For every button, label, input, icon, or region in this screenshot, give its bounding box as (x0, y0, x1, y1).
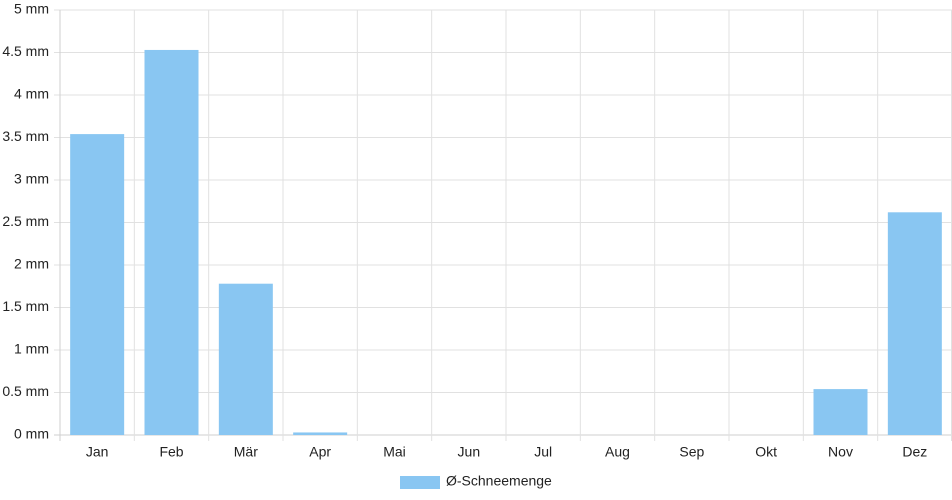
bar (218, 283, 273, 435)
x-tick-label: Jun (458, 444, 481, 460)
x-tick-label: Sep (679, 444, 704, 460)
x-tick-label: Nov (828, 444, 853, 460)
y-tick-label: 2 mm (14, 256, 49, 272)
legend-label: Ø-Schneemenge (446, 473, 552, 489)
x-tick-label: Apr (309, 444, 331, 460)
y-tick-label: 1 mm (14, 341, 49, 357)
y-tick-label: 4 mm (14, 86, 49, 102)
x-tick-label: Feb (159, 444, 183, 460)
legend-swatch (400, 476, 440, 489)
x-tick-label: Aug (605, 444, 630, 460)
y-tick-label: 3 mm (14, 171, 49, 187)
x-tick-label: Mai (383, 444, 406, 460)
bar (293, 432, 348, 435)
bar (70, 134, 125, 435)
y-tick-label: 0.5 mm (2, 383, 49, 399)
y-tick-label: 3.5 mm (2, 128, 49, 144)
bar (144, 49, 199, 435)
y-tick-label: 1.5 mm (2, 298, 49, 314)
y-tick-label: 0 mm (14, 426, 49, 442)
x-tick-label: Dez (902, 444, 927, 460)
x-tick-label: Jan (86, 444, 109, 460)
x-tick-label: Mär (234, 444, 258, 460)
bar (813, 389, 868, 435)
x-tick-label: Okt (755, 444, 777, 460)
y-tick-label: 5 mm (14, 1, 49, 17)
x-tick-label: Jul (534, 444, 552, 460)
y-tick-label: 4.5 mm (2, 43, 49, 59)
bar (887, 212, 942, 435)
y-tick-label: 2.5 mm (2, 213, 49, 229)
